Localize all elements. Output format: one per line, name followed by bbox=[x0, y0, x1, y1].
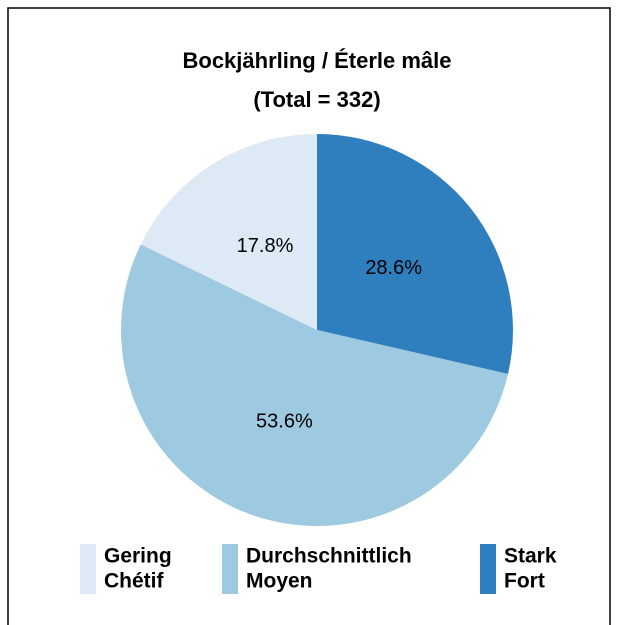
chart-title: Bockjährling / Éterle mâle bbox=[183, 48, 452, 73]
legend-swatch bbox=[222, 544, 238, 594]
legend-label: Stark bbox=[504, 545, 557, 568]
legend-label: Gering bbox=[104, 545, 172, 568]
pie-slice bbox=[317, 134, 513, 374]
chart-subtitle: (Total = 332) bbox=[253, 87, 380, 112]
legend-label: Moyen bbox=[246, 570, 313, 593]
frame bbox=[7, 7, 611, 625]
legend-label: Fort bbox=[504, 570, 545, 593]
data-label: 28.6% bbox=[365, 257, 422, 279]
legend-swatch bbox=[480, 544, 496, 594]
data-label: 53.6% bbox=[256, 411, 313, 433]
pie-slice bbox=[120, 244, 509, 526]
legend-swatch bbox=[80, 544, 96, 594]
pie-slice bbox=[140, 134, 317, 330]
data-label: 17.8% bbox=[237, 235, 294, 257]
legend-label: Chétif bbox=[104, 570, 165, 593]
legend-label: Durchschnittlich bbox=[246, 545, 412, 568]
